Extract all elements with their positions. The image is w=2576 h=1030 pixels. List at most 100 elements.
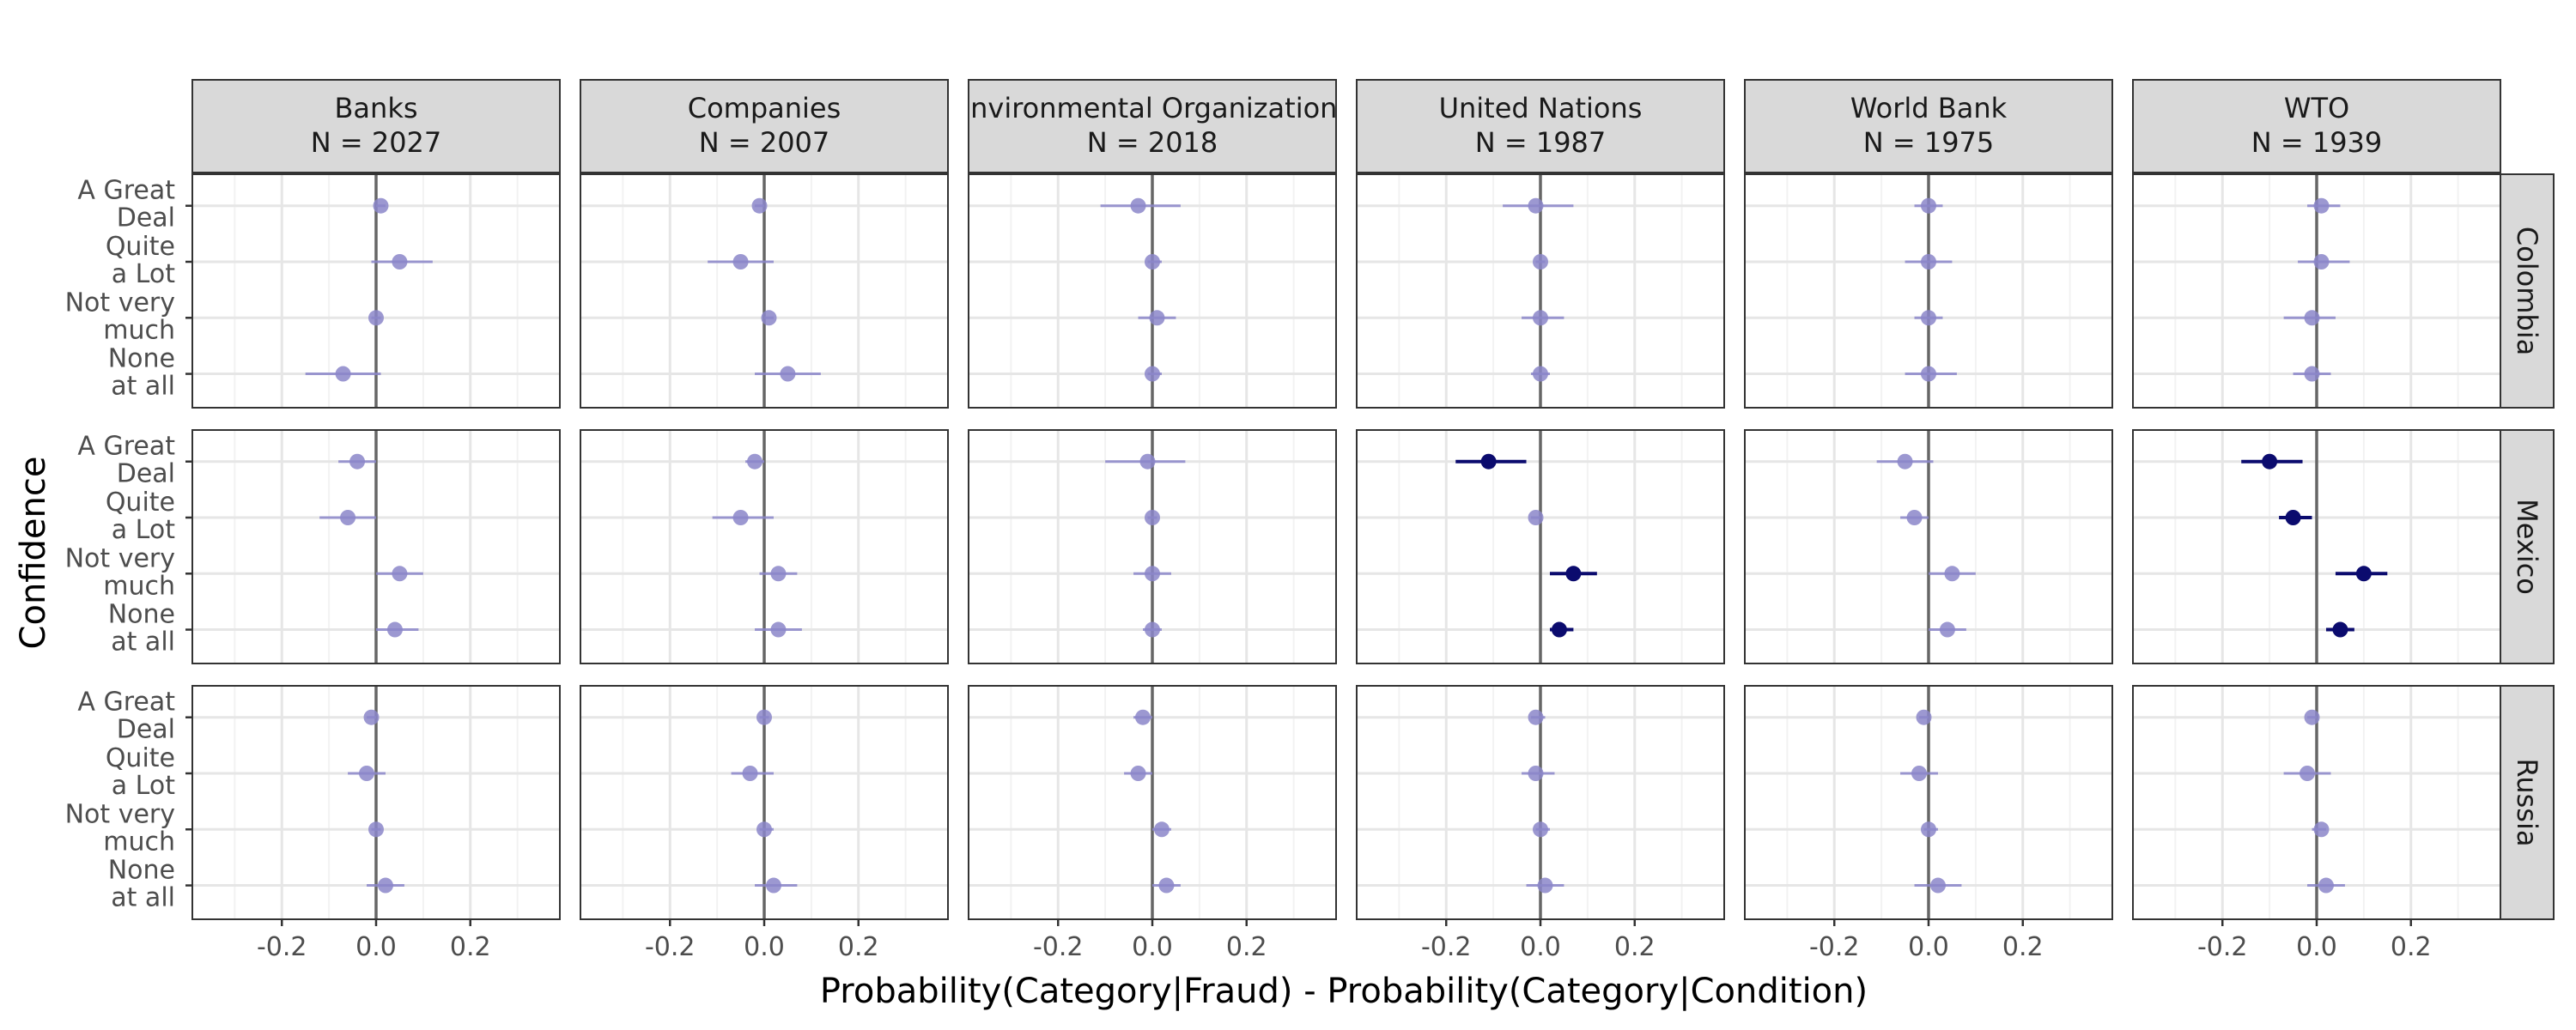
x-axis-title: Probability(Category|Fraud) - Probabilit… — [820, 972, 1868, 1011]
x-tick-label: 0.2 — [1614, 932, 1656, 962]
point-estimate — [392, 566, 408, 582]
strip-label: Environmental Organizations — [953, 92, 1352, 124]
strip-n-label: N = 2007 — [699, 126, 830, 159]
point-estimate — [747, 453, 763, 470]
panel-mexico-united-nations — [1356, 429, 1725, 664]
point-estimate — [756, 821, 772, 838]
strip-n-label: N = 1939 — [2251, 126, 2383, 159]
strip-n-label: N = 2027 — [311, 126, 442, 159]
x-tick-label: -0.2 — [1809, 932, 1860, 962]
panel-border — [580, 429, 949, 664]
x-tick-label: -0.2 — [2197, 932, 2248, 962]
x-tick-label: 0.2 — [838, 932, 879, 962]
y-tick-label: Not very — [65, 543, 175, 573]
point-estimate — [1158, 877, 1175, 894]
panel-colombia-companies — [580, 173, 949, 409]
panel-border — [968, 173, 1337, 409]
y-tick-label: A Great — [77, 432, 175, 462]
point-estimate — [732, 254, 749, 270]
x-tick-label: -0.2 — [1421, 932, 1472, 962]
panel-colombia-wto — [2132, 173, 2501, 409]
strip-background — [191, 79, 561, 173]
point-estimate — [1921, 821, 1936, 838]
panel-russia-banks — [191, 685, 561, 920]
panel-russia-wto — [2132, 685, 2501, 920]
panel-border — [1744, 173, 2113, 409]
point-estimate — [1528, 766, 1544, 781]
panel-border — [191, 173, 561, 409]
panel-russia-environmental-organizations — [968, 685, 1337, 920]
strip-background — [2500, 685, 2555, 920]
y-tick-label: at all — [111, 883, 175, 913]
y-tick-label: a Lot — [112, 515, 175, 545]
point-estimate — [1139, 453, 1156, 470]
point-estimate — [756, 709, 772, 725]
y-tick-label: None — [108, 856, 175, 886]
strip-label: Colombia — [2511, 227, 2543, 355]
point-estimate — [373, 197, 389, 214]
point-estimate — [2300, 766, 2316, 781]
panel-colombia-banks — [191, 173, 561, 409]
strip-n-label: N = 1987 — [1475, 126, 1607, 159]
panel-colombia-united-nations — [1356, 173, 1725, 409]
point-estimate — [1929, 877, 1946, 894]
y-tick-label: Quite — [106, 488, 175, 518]
y-tick-label: at all — [111, 627, 175, 657]
point-estimate — [368, 821, 384, 838]
point-estimate — [1921, 310, 1936, 326]
y-tick-label: a Lot — [112, 771, 175, 801]
strip-background — [2500, 429, 2555, 664]
point-estimate — [2355, 566, 2372, 582]
strip-russia: Russia — [2500, 685, 2555, 920]
y-tick-label: Deal — [117, 203, 175, 233]
point-estimate — [1897, 453, 1913, 470]
x-tick-label: 0.0 — [1908, 932, 1949, 962]
panel-russia-world-bank — [1744, 685, 2113, 920]
point-estimate — [1921, 197, 1936, 214]
point-estimate — [751, 197, 768, 214]
point-estimate — [1145, 566, 1160, 582]
y-tick-label: Not very — [65, 799, 175, 829]
point-estimate — [1145, 510, 1160, 525]
point-estimate — [1130, 766, 1146, 781]
strip-label: WTO — [2284, 92, 2349, 124]
point-estimate — [340, 510, 356, 525]
strip-mexico: Mexico — [2500, 429, 2555, 664]
point-estimate — [1939, 621, 1955, 638]
point-estimate — [1135, 709, 1151, 725]
point-estimate — [1145, 254, 1160, 270]
point-estimate — [1528, 510, 1544, 525]
point-estimate — [1145, 621, 1160, 638]
point-estimate — [765, 877, 781, 894]
point-estimate — [2304, 709, 2320, 725]
point-estimate — [2262, 453, 2278, 470]
x-tick-label: 0.0 — [1132, 932, 1173, 962]
point-estimate — [1906, 510, 1923, 525]
point-estimate — [368, 310, 384, 326]
y-tick-label: A Great — [77, 688, 175, 718]
point-estimate — [1565, 566, 1582, 582]
point-estimate — [1528, 709, 1544, 725]
panel-border — [191, 429, 561, 664]
strip-colombia: Colombia — [2500, 173, 2555, 409]
panel-border — [1356, 429, 1725, 664]
point-estimate — [1911, 766, 1928, 781]
strip-background — [1356, 79, 1725, 173]
point-estimate — [1533, 366, 1548, 382]
point-estimate — [1153, 821, 1170, 838]
point-estimate — [392, 254, 408, 270]
point-estimate — [377, 877, 393, 894]
point-estimate — [2313, 821, 2330, 838]
x-tick-label: 0.2 — [2391, 932, 2432, 962]
point-estimate — [1149, 310, 1165, 326]
point-estimate — [761, 310, 777, 326]
strip-background — [2500, 173, 2555, 409]
y-tick-label: Deal — [117, 715, 175, 745]
point-estimate — [386, 621, 403, 638]
point-estimate — [2304, 366, 2320, 382]
panel-border — [1356, 173, 1725, 409]
